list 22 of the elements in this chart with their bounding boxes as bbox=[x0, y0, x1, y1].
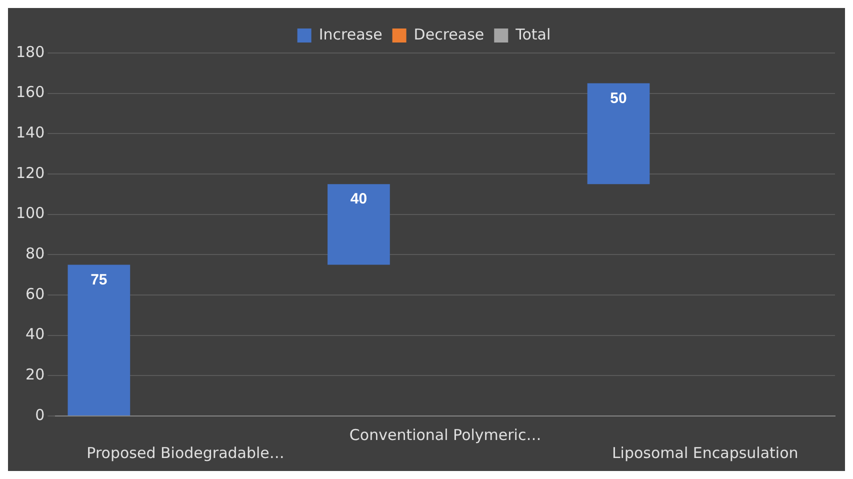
x-tick-label: Liposomal Encapsulation bbox=[612, 444, 798, 462]
bar bbox=[68, 264, 130, 416]
y-tick-label: 80 bbox=[26, 244, 45, 263]
y-tick-label: 160 bbox=[16, 83, 45, 102]
y-tick-label: 140 bbox=[16, 124, 45, 142]
y-tick-label: 120 bbox=[16, 164, 45, 182]
data-label: 50 bbox=[610, 90, 627, 107]
data-label: 40 bbox=[350, 190, 368, 208]
y-tick-label: 20 bbox=[26, 366, 45, 384]
data-label: 75 bbox=[90, 271, 108, 288]
x-tick-label: Proposed Biodegradable… bbox=[86, 444, 284, 462]
legend-label: Increase bbox=[318, 25, 382, 44]
y-tick-label: 60 bbox=[26, 284, 45, 303]
y-tick-label: 0 bbox=[35, 406, 45, 424]
bar bbox=[587, 83, 650, 184]
y-tick-label: 40 bbox=[26, 325, 45, 344]
bar bbox=[328, 184, 390, 265]
x-tick-label: Conventional Polymeric… bbox=[349, 426, 542, 444]
y-tick-label: 180 bbox=[16, 42, 45, 61]
y-tick-label: 100 bbox=[16, 204, 45, 222]
legend-label: Total bbox=[514, 25, 551, 44]
legend-label: Decrease bbox=[414, 25, 484, 44]
